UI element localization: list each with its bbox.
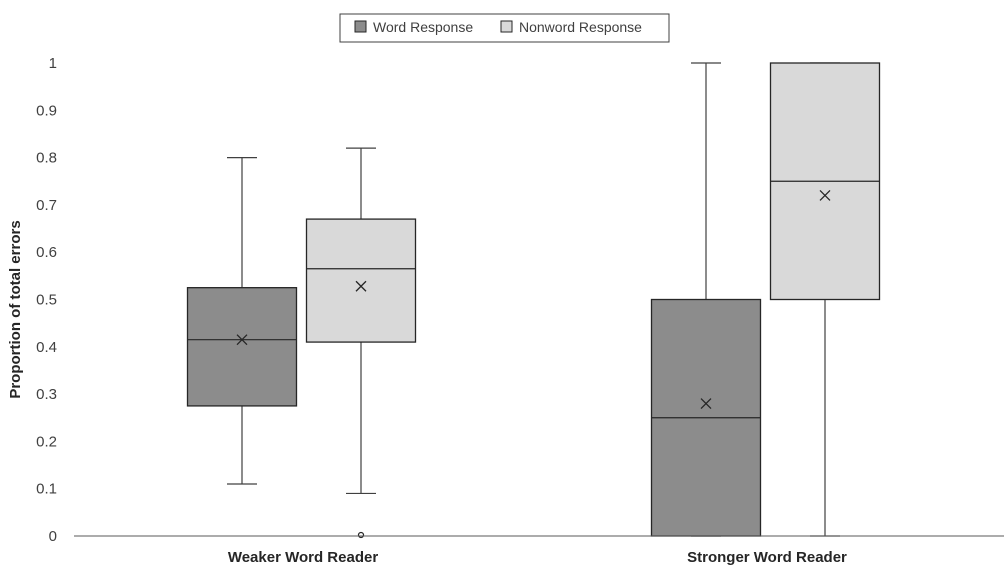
box-0-1 — [650, 62, 762, 537]
plot-area — [186, 62, 881, 539]
y-tick-label: 0.4 — [36, 339, 57, 356]
box-1-1 — [769, 62, 881, 537]
iqr-box — [186, 287, 298, 407]
x-axis: Weaker Word Reader Stronger Word Reader — [74, 535, 1004, 566]
y-axis: 0 0.1 0.2 0.3 0.4 0.5 0.6 0.7 0.8 0.9 1 — [36, 55, 57, 545]
mean-marker — [236, 334, 248, 346]
y-tick-label: 0.8 — [36, 150, 57, 167]
outlier-point — [357, 531, 365, 539]
y-axis-title: Proportion of total errors — [7, 220, 24, 398]
mean-marker — [700, 398, 712, 410]
y-tick-label: 1 — [49, 55, 57, 72]
box-0-0 — [186, 157, 298, 485]
mean-marker — [819, 189, 831, 201]
y-tick-label: 0.5 — [36, 292, 57, 309]
y-tick-label: 0 — [49, 528, 57, 545]
y-tick-label: 0.3 — [36, 386, 57, 403]
box-1-0 — [305, 147, 417, 539]
legend: Word Response Nonword Response — [339, 13, 670, 43]
y-tick-label: 0.2 — [36, 433, 57, 450]
legend-label: Nonword Response — [519, 19, 642, 35]
y-tick-label: 0.1 — [36, 481, 57, 498]
y-tick-label: 0.9 — [36, 102, 57, 119]
x-category-label: Stronger Word Reader — [687, 549, 847, 566]
legend-label: Word Response — [373, 19, 473, 35]
legend-swatch — [354, 20, 367, 33]
y-tick-label: 0.7 — [36, 197, 57, 214]
legend-swatch — [500, 20, 513, 33]
y-tick-label: 0.6 — [36, 244, 57, 261]
iqr-box — [305, 218, 417, 343]
mean-marker — [355, 280, 367, 292]
x-category-label: Weaker Word Reader — [228, 549, 378, 566]
